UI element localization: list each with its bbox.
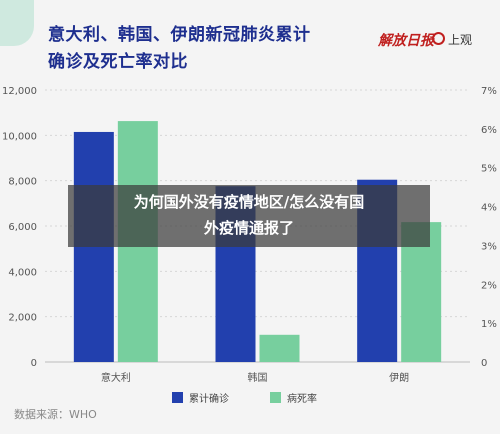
y-right-tick-label: 6% [481, 125, 497, 136]
y-right-tick-label: 2% [481, 280, 497, 291]
y-right-tick-label: 0 [481, 358, 487, 369]
y-right-tick-label: 7% [481, 86, 497, 97]
y-right-tick-label: 4% [481, 203, 497, 214]
data-source: 数据来源：WHO [14, 408, 97, 421]
y-left-tick-label: 12,000 [2, 86, 37, 97]
legend-swatch [172, 392, 183, 403]
shangguan-logo-text: 上观 [448, 33, 473, 47]
bar-death-rate [259, 334, 300, 362]
overlay-banner: 为何国外没有疫情地区/怎么没有国 外疫情通报了 [68, 185, 430, 247]
chart-title-line1: 意大利、韩国、伊朗新冠肺炎累计 [48, 25, 311, 45]
corner-decoration [0, 0, 34, 46]
y-left-tick-label: 2,000 [8, 313, 37, 324]
x-tick-label: 伊朗 [389, 372, 409, 384]
shangguan-logo-icon [432, 32, 445, 45]
legend-label: 病死率 [287, 392, 317, 405]
legend-label: 累计确诊 [189, 392, 229, 405]
y-left-tick-label: 6,000 [8, 222, 37, 233]
overlay-line1: 为何国外没有疫情地区/怎么没有国 [133, 193, 365, 211]
legend-swatch [270, 392, 281, 403]
y-left-tick-label: 10,000 [2, 131, 37, 142]
y-left-tick-label: 0 [31, 358, 37, 369]
jiefang-daily-logo: 解放日报 [378, 33, 434, 49]
y-right-tick-label: 3% [481, 241, 497, 252]
y-left-tick-label: 4,000 [8, 267, 37, 278]
x-tick-label: 韩国 [248, 371, 268, 384]
y-left-tick-label: 8,000 [8, 177, 37, 188]
chart-title-line2: 确诊及死亡率对比 [48, 52, 188, 72]
x-tick-label: 意大利 [101, 371, 131, 384]
overlay-line2: 外疫情通报了 [203, 219, 294, 237]
y-right-tick-label: 5% [481, 164, 497, 175]
y-right-tick-label: 1% [481, 319, 497, 330]
